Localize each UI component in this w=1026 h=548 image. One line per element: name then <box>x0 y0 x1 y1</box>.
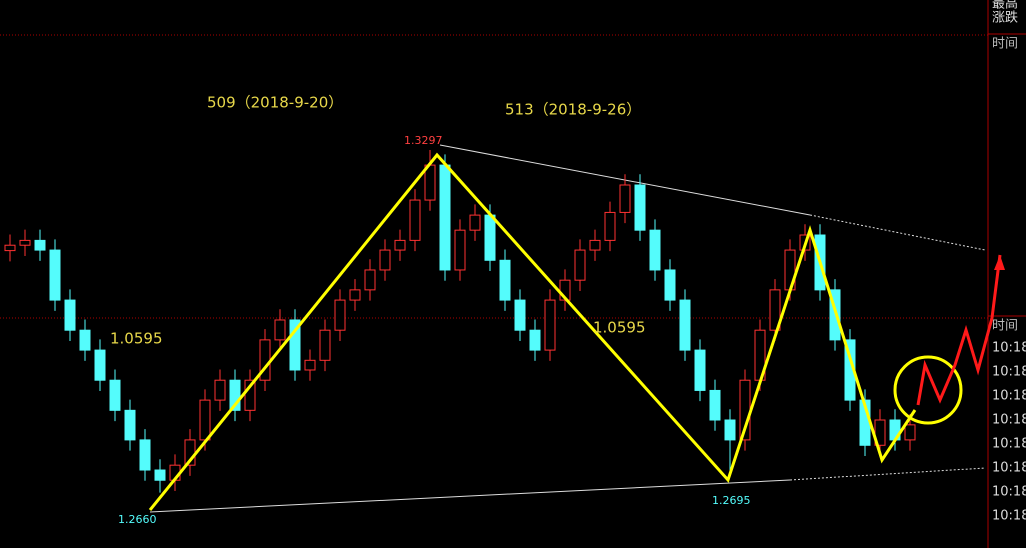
candle-body <box>664 269 676 301</box>
candle-body <box>109 379 121 411</box>
candle-body <box>544 299 556 351</box>
candle-body <box>724 419 736 441</box>
candle-body <box>454 229 466 271</box>
trend-line <box>149 479 791 513</box>
candle-body <box>619 184 631 213</box>
forecast-arrow <box>916 254 1002 406</box>
candle-body <box>319 329 331 361</box>
candle-body <box>124 409 136 441</box>
candle-body <box>199 399 211 441</box>
candle-body <box>304 359 316 371</box>
candle-body <box>379 249 391 271</box>
price-label: 1.2660 <box>118 513 157 526</box>
zigzag <box>148 152 917 511</box>
candle-body <box>79 329 91 351</box>
candle-body <box>484 214 496 261</box>
candle-body <box>139 439 151 471</box>
time-label: 10:18 <box>992 437 1026 452</box>
arrow-head <box>994 255 1005 270</box>
time-label: 10:18 <box>992 365 1026 380</box>
panel-label: 时间 <box>992 37 1018 52</box>
annotation: 1.0595 <box>110 330 163 348</box>
candle-body <box>649 229 661 271</box>
candle-body <box>274 319 286 341</box>
candle-body <box>394 239 406 251</box>
panel-label: 时间 <box>992 319 1018 334</box>
time-label: 10:18 <box>992 461 1026 476</box>
candle-body <box>49 249 61 301</box>
candle-body <box>769 289 781 331</box>
candle-body <box>679 299 691 351</box>
candle-body <box>409 199 421 241</box>
candle-body <box>709 389 721 421</box>
price-label: 1.2695 <box>712 494 751 507</box>
price-label: 1.3297 <box>404 134 443 147</box>
candle-body <box>34 239 46 251</box>
candle-body <box>694 349 706 391</box>
candle-body <box>529 329 541 351</box>
candle-body <box>574 249 586 281</box>
time-label: 10:18 <box>992 341 1026 356</box>
trend-line <box>789 467 986 481</box>
candle-body <box>469 214 481 231</box>
candle-body <box>244 379 256 411</box>
candle-body <box>334 299 346 331</box>
candle-body <box>214 379 226 401</box>
time-label: 10:18 <box>992 509 1026 524</box>
candle-body <box>19 239 31 246</box>
candle-body <box>604 211 616 241</box>
candle-body <box>229 379 241 411</box>
annotation: 513（2018-9-26） <box>505 101 641 119</box>
time-label: 10:18 <box>992 413 1026 428</box>
time-label: 10:18 <box>992 485 1026 500</box>
candle-body <box>4 244 16 252</box>
candle-body <box>94 349 106 381</box>
time-label: 10:18 <box>992 389 1026 404</box>
candle-body <box>634 184 646 231</box>
candle-body <box>364 269 376 291</box>
candle-body <box>514 299 526 331</box>
candle-body <box>64 299 76 331</box>
candle-body <box>499 259 511 301</box>
trend-line <box>809 214 986 251</box>
candle-body <box>439 164 451 271</box>
panel-label: 涨跌 <box>992 10 1018 26</box>
candle-body <box>154 469 166 481</box>
candle-body <box>289 319 301 371</box>
candle-body <box>589 239 601 251</box>
circle-mark <box>893 355 963 425</box>
annotation: 509（2018-9-20） <box>207 94 343 112</box>
panel-label: 最高 <box>992 0 1018 12</box>
candle-body <box>904 424 916 441</box>
candle-body <box>349 289 361 301</box>
annotation: 1.0595 <box>593 319 646 337</box>
